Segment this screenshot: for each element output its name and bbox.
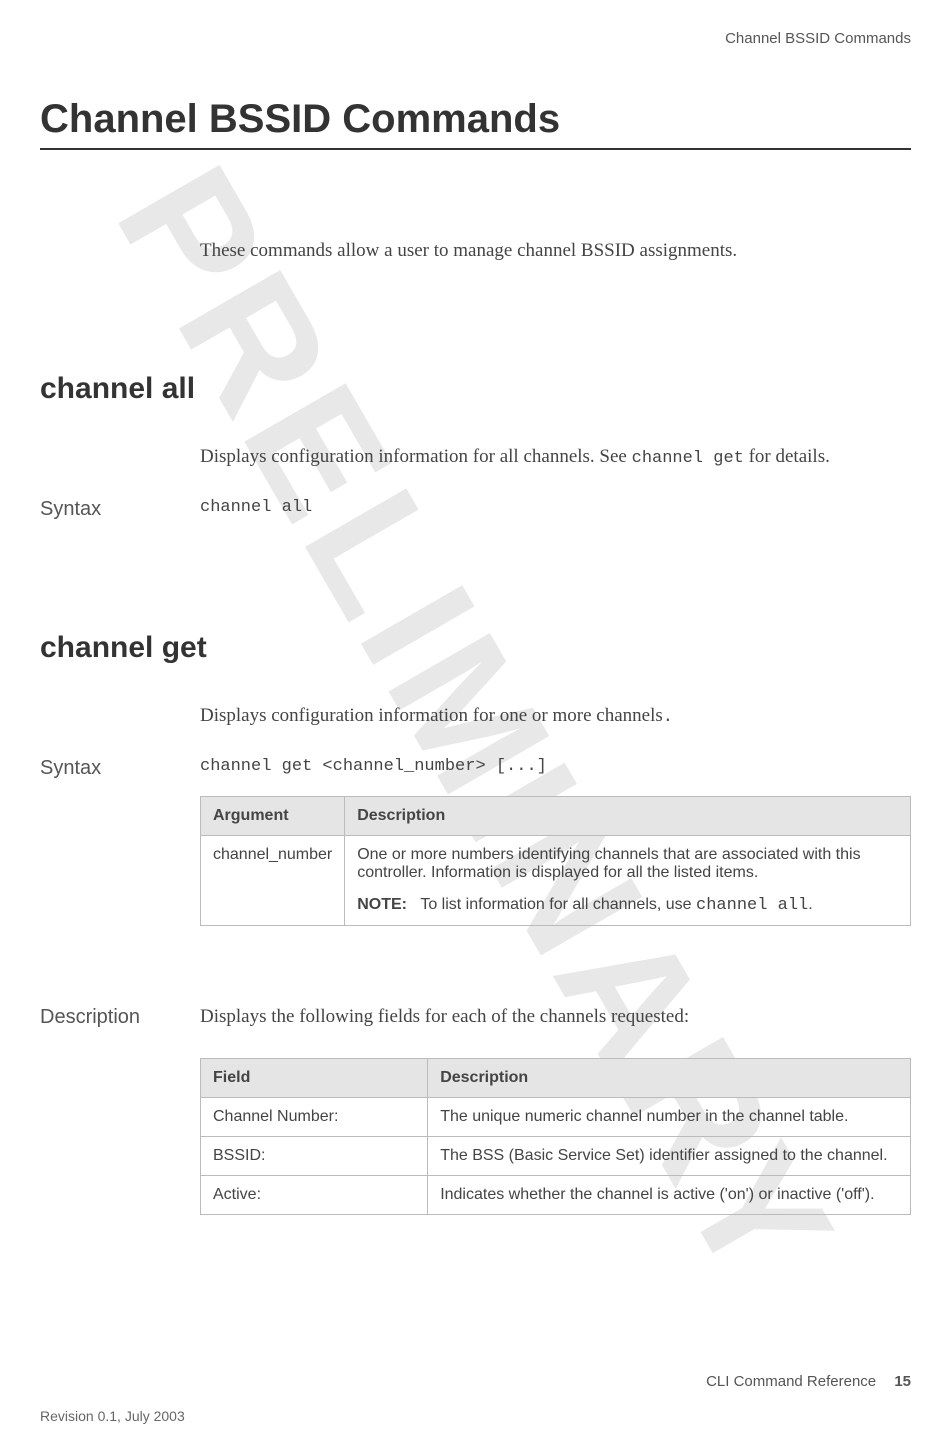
- description-label: Description: [40, 1006, 200, 1215]
- field-description: Indicates whether the channel is active …: [428, 1176, 911, 1215]
- desc-text-pre: Displays configuration information for a…: [200, 446, 632, 467]
- footer-right: CLI Command Reference 15: [40, 1373, 911, 1390]
- table-row: BSSID: The BSS (Basic Service Set) ident…: [201, 1137, 911, 1176]
- syntax-code-channel-all: channel all: [200, 498, 911, 521]
- note-inline-code: channel all: [696, 896, 808, 915]
- field-name: Channel Number:: [201, 1098, 428, 1137]
- field-name: BSSID:: [201, 1137, 428, 1176]
- table-row: Active: Indicates whether the channel is…: [201, 1176, 911, 1215]
- table-header-argument: Argument: [201, 797, 345, 836]
- description-row: Description Displays the following field…: [40, 1006, 911, 1215]
- intro-paragraph: These commands allow a user to manage ch…: [200, 240, 911, 262]
- note-text-post: .: [808, 896, 812, 913]
- section-title-channel-get: channel get: [40, 631, 911, 665]
- argument-table: Argument Description channel_number One …: [200, 796, 911, 926]
- page-container: Channel BSSID Commands Channel BSSID Com…: [0, 0, 951, 1454]
- argument-description: One or more numbers identifying channels…: [345, 836, 911, 926]
- field-description: The BSS (Basic Service Set) identifier a…: [428, 1137, 911, 1176]
- table-header-description: Description: [345, 797, 911, 836]
- desc-inline-code: channel get: [632, 449, 744, 468]
- table-header-description: Description: [428, 1059, 911, 1098]
- footer-doc-title: CLI Command Reference: [706, 1373, 876, 1390]
- chapter-title: Channel BSSID Commands: [40, 97, 911, 142]
- syntax-label: Syntax: [40, 757, 200, 976]
- argument-note: NOTE: To list information for all channe…: [357, 896, 898, 915]
- field-table: Field Description Channel Number: The un…: [200, 1058, 911, 1215]
- syntax-code-channel-get: channel get <channel_number> [...]: [200, 757, 911, 776]
- footer-page-number: 15: [894, 1373, 911, 1390]
- table-row: Channel Number: The unique numeric chann…: [201, 1098, 911, 1137]
- table-header-field: Field: [201, 1059, 428, 1098]
- syntax-label: Syntax: [40, 498, 200, 521]
- syntax-row-channel-get: Syntax channel get <channel_number> [...…: [40, 757, 911, 976]
- channel-get-description: Displays configuration information for o…: [200, 705, 911, 727]
- table-header-row: Field Description: [201, 1059, 911, 1098]
- running-header: Channel BSSID Commands: [40, 30, 911, 47]
- argument-name: channel_number: [201, 836, 345, 926]
- table-row: channel_number One or more numbers ident…: [201, 836, 911, 926]
- field-description: The unique numeric channel number in the…: [428, 1098, 911, 1137]
- note-label: NOTE:: [357, 896, 407, 913]
- note-text-pre: To list information for all channels, us…: [420, 896, 696, 913]
- page-footer: CLI Command Reference 15 Revision 0.1, J…: [40, 1373, 911, 1424]
- syntax-row-channel-all: Syntax channel all: [40, 498, 911, 521]
- desc-text-post: for details.: [744, 446, 830, 467]
- argument-desc-line: One or more numbers identifying channels…: [357, 846, 898, 882]
- desc-trailing-punct: .: [663, 708, 673, 727]
- section-title-channel-all: channel all: [40, 372, 911, 406]
- desc-text: Displays configuration information for o…: [200, 705, 663, 726]
- footer-revision: Revision 0.1, July 2003: [40, 1408, 911, 1424]
- field-name: Active:: [201, 1176, 428, 1215]
- description-text: Displays the following fields for each o…: [200, 1006, 911, 1028]
- table-header-row: Argument Description: [201, 797, 911, 836]
- title-rule: [40, 148, 911, 150]
- channel-all-description: Displays configuration information for a…: [200, 446, 911, 468]
